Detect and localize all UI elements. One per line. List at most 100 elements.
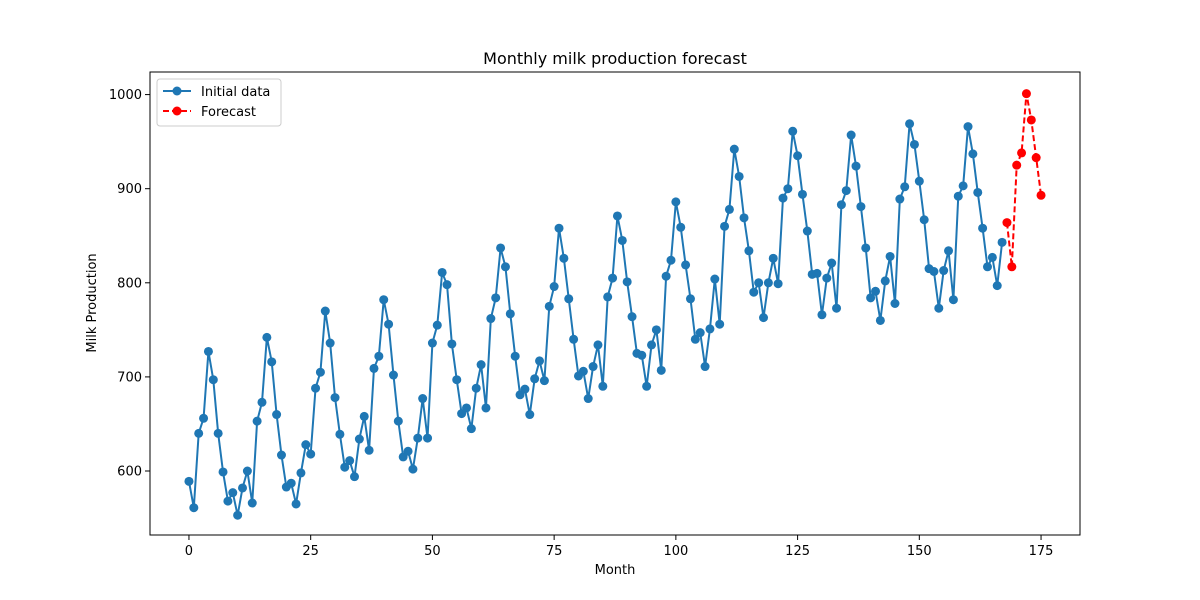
initial-data-data-point [647,340,657,350]
initial-data-data-point [671,197,681,207]
initial-data-data-point [218,467,228,477]
initial-data-data-point [666,255,676,265]
initial-data-data-point [841,186,851,196]
initial-data-data-point [564,294,574,304]
initial-data-data-point [754,278,764,288]
initial-data-data-point [905,119,915,129]
initial-data-data-point [476,360,486,370]
initial-data-data-point [335,429,345,439]
initial-data-data-point [953,191,963,201]
series-layer [184,89,1046,520]
initial-data-data-point [369,363,379,373]
legend-initial-label: Initial data [201,85,270,100]
plot-area-frame [149,71,1081,536]
initial-data-data-point [535,356,545,366]
initial-data-data-point [598,381,608,391]
initial-data-data-point [505,309,515,319]
initial-data-data-point [885,251,895,261]
initial-data-data-point [622,277,632,287]
initial-data-data-point [301,440,311,450]
initial-data-data-point [856,202,866,212]
initial-data-data-point [403,446,413,456]
initial-data-data-point [895,194,905,204]
initial-data-data-point [291,499,301,509]
initial-data-data-point [364,445,374,455]
forecast-series-line [1005,92,1043,268]
initial-data-data-point [588,362,598,372]
x-tick-label: 175 [1029,544,1054,559]
initial-data-data-point [374,351,384,361]
y-tick-label: 1000 [109,88,142,103]
initial-data-data-point [724,204,734,214]
initial-data-data-point [822,273,832,283]
initial-data-data-point [311,383,321,393]
initial-data-data-point [617,235,627,245]
legend-forecast-marker [172,106,182,116]
initial-data-data-point [715,319,725,329]
initial-data-data-point [393,416,403,426]
initial-data-data-point [466,424,476,434]
initial-data-data-point [700,362,710,372]
initial-data-data-point [432,320,442,330]
initial-data-data-point [525,410,535,420]
initial-data-data-point [734,171,744,181]
initial-data-data-point [861,243,871,253]
initial-data-data-point [651,325,661,335]
initial-data-data-point [763,278,773,288]
initial-data-data-point [379,295,389,305]
initial-data-data-point [223,496,233,506]
initial-data-data-point [773,279,783,289]
initial-data-data-point [744,246,754,256]
initial-data-data-point [768,253,778,263]
x-tick-label: 75 [546,544,563,559]
initial-data-data-point [354,434,364,444]
initial-data-data-point [320,306,330,316]
initial-data-data-point [194,428,204,438]
initial-data-data-point [759,313,769,323]
initial-data-data-point [656,365,666,375]
initial-data-data-point [642,381,652,391]
initial-data-data-point [286,478,296,488]
initial-data-data-point [554,223,564,233]
initial-data-data-point [481,403,491,413]
initial-data-data-point [461,403,471,413]
initial-data-data-point [603,292,613,302]
initial-data-data-point [997,237,1007,247]
initial-data-data-point [189,503,199,513]
initial-data-data-point [447,339,457,349]
x-tick-label: 100 [663,544,688,559]
initial-data-data-point [880,276,890,286]
initial-data-data-point [695,328,705,338]
forecast-data-point [1036,190,1046,200]
initial-data-data-point [418,394,428,404]
initial-data-data-point [900,182,910,192]
y-tick-label: 600 [117,465,142,480]
initial-data-data-point [530,374,540,384]
forecast-data-point [1007,262,1017,272]
initial-data-data-point [909,139,919,149]
initial-data-data-point [496,243,506,253]
initial-data-data-point [627,312,637,322]
initial-data-data-point [720,221,730,231]
initial-data-data-point [559,253,569,263]
chart-title: Monthly milk production forecast [483,49,747,68]
initial-data-data-point [491,293,501,303]
initial-data-data-point [871,286,880,296]
initial-data-data-point [583,394,593,404]
y-tick-label: 900 [117,182,142,197]
initial-data-data-point [306,449,316,459]
y-tick-label: 700 [117,370,142,385]
forecast-data-point [1017,148,1027,158]
initial-data-data-point [963,122,973,132]
initial-data-data-point [661,271,671,281]
initial-data-data-point [208,375,218,385]
initial-data-data-point [276,450,286,460]
forecast-data-point [1002,218,1012,228]
initial-data-data-point [944,246,954,256]
initial-data-data-point [705,324,715,334]
initial-data-data-point [812,268,822,278]
initial-data-data-point [238,483,248,493]
x-axis-label: Month [595,563,636,578]
initial-data-data-point [593,340,603,350]
initial-data-data-point [315,367,325,377]
